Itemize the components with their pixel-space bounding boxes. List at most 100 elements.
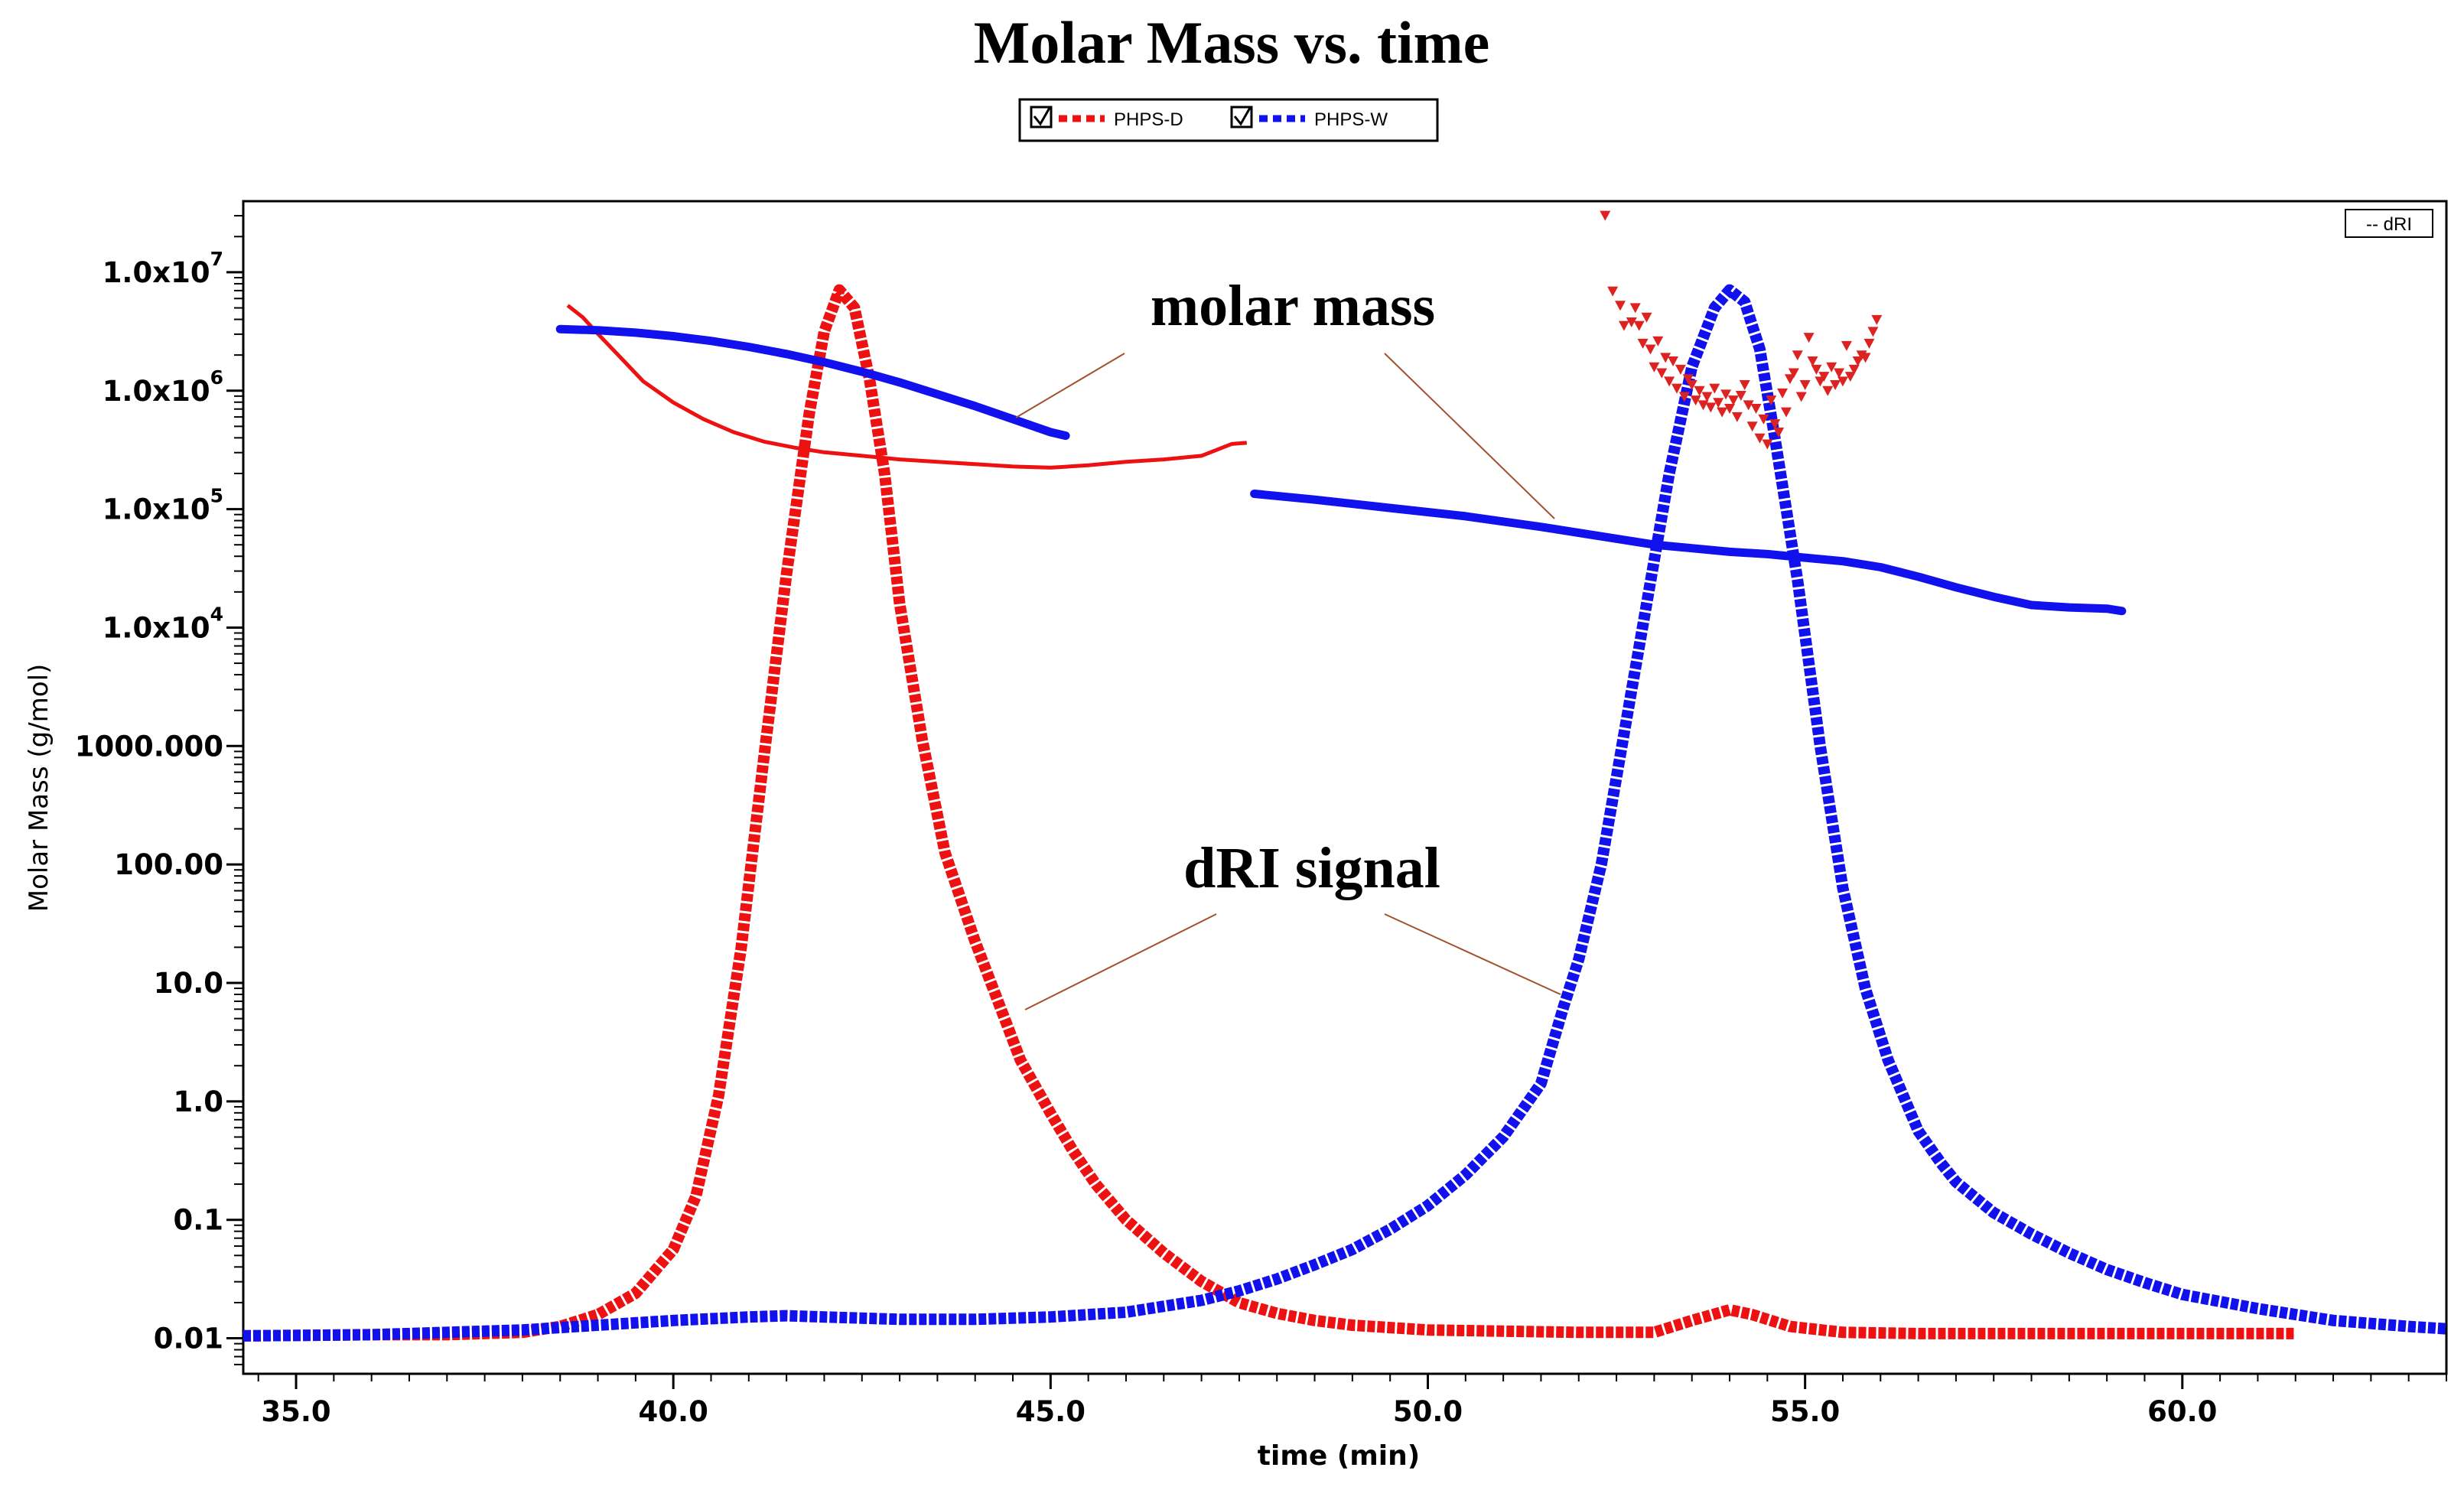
scatter-point [1766, 395, 1777, 406]
scatter-point [1784, 374, 1795, 385]
scatter-point [1675, 364, 1686, 375]
y-tick-label: 1.0x106 [103, 366, 223, 408]
leader-dri-left [1024, 913, 1217, 1010]
x-axis: 35.0 40.0 45.0 50.0 55.0 60.0 [257, 1374, 2447, 1428]
y-axis: 1.0x107 1.0x106 1.0x105 1.0x104 1000.000 100.… [75, 215, 243, 1365]
dri-legend-box [2345, 209, 2433, 238]
scatter-point [1769, 419, 1781, 430]
y-tick-label: 1.0x105 [103, 485, 223, 526]
annotation-molar-mass: molar mass [1151, 274, 1435, 338]
checkmark-icon [1033, 107, 1051, 126]
series-layer [242, 284, 2447, 1342]
scatter-point [1686, 380, 1697, 391]
series-line [555, 324, 1070, 441]
scatter-point [1739, 380, 1750, 391]
scatter-point [1807, 356, 1818, 367]
series-line [566, 304, 1247, 470]
y-tick-label: 0.01 [154, 1323, 223, 1355]
scatter-point [1844, 372, 1856, 382]
scatter-point [1848, 364, 1860, 375]
scatter-point [1773, 427, 1785, 438]
scatter-point [1818, 372, 1830, 382]
scatter-point [1871, 314, 1883, 325]
scatter-point [1746, 421, 1758, 432]
scatter-point [1867, 327, 1879, 337]
y-tick-label: 1.0x107 [103, 248, 223, 289]
chart-title: Molar Mass vs. time [974, 9, 1489, 76]
x-tick-label: 50.0 [1393, 1395, 1463, 1428]
scatter-point [1664, 376, 1675, 387]
scatter-point [1652, 336, 1664, 347]
scatter-point [1830, 380, 1841, 391]
series-line [1250, 490, 2127, 616]
scatter-point [1811, 364, 1822, 375]
scatter-point [1720, 389, 1732, 400]
scatter-point [1754, 433, 1766, 444]
scatter-point [1837, 376, 1848, 387]
scatter-point [1618, 321, 1629, 331]
scatter-point [1762, 439, 1773, 450]
scatter-point [1637, 338, 1649, 349]
scatter-point [1682, 374, 1694, 385]
scatter-point [1799, 380, 1811, 391]
scatter-point [1705, 402, 1717, 413]
scatter-point [1633, 321, 1645, 331]
x-tick-label: 55.0 [1770, 1395, 1840, 1428]
annotation-dri-signal: dRI signal [1183, 836, 1440, 900]
scatter-point [1600, 210, 1611, 221]
scatter-point [1795, 392, 1807, 402]
scatter-point [1629, 303, 1641, 314]
series-line [242, 284, 2447, 1342]
scatter-point [1645, 344, 1656, 355]
scatter-point [1701, 392, 1713, 402]
y-tick-label: 10.0 [154, 967, 223, 1000]
scatter-point [1717, 407, 1728, 418]
scatter-point [1731, 412, 1743, 422]
series-line [242, 284, 2296, 1342]
scatter-point [1641, 312, 1652, 323]
scatter-point [1709, 383, 1720, 394]
scatter-point [1863, 338, 1875, 349]
scatter-point [1615, 301, 1626, 311]
scatter-point [1803, 333, 1815, 343]
scatter-point [1860, 353, 1871, 363]
y-tick-label: 1000.000 [75, 730, 223, 763]
scatter-point [1713, 398, 1724, 408]
scatter-point [1690, 395, 1701, 406]
leader-dri-right [1384, 913, 1561, 995]
x-tick-label: 60.0 [2147, 1395, 2217, 1428]
leader-molar-mass-left [1015, 353, 1125, 418]
y-tick-label: 1.0x104 [103, 603, 223, 644]
scatter-point [1780, 407, 1792, 418]
scatter-point [1758, 414, 1769, 425]
scatter-point [1607, 286, 1619, 297]
leader-molar-mass-right [1384, 353, 1555, 519]
scatter-point [1727, 395, 1739, 406]
scatter-point [1834, 368, 1845, 379]
legend-label-phps-d: PHPS-D [1114, 109, 1183, 130]
plot-area [242, 200, 2448, 1375]
y-tick-label: 1.0 [173, 1085, 223, 1118]
x-tick-label: 35.0 [261, 1395, 330, 1428]
x-tick-label: 45.0 [1016, 1395, 1086, 1428]
scatter-point [1671, 383, 1682, 394]
x-axis-label: time (min) [1258, 1440, 1420, 1472]
scatter-point [1678, 392, 1690, 402]
scatter-point [1822, 386, 1834, 396]
scatter-point [1660, 353, 1671, 363]
scatter-point [1777, 388, 1789, 399]
scatter-point [1841, 340, 1852, 351]
scatter-point [1724, 403, 1736, 414]
y-tick-label: 0.1 [173, 1204, 223, 1237]
scatter-layer [1600, 210, 1883, 450]
x-tick-label: 40.0 [639, 1395, 708, 1428]
scatter-point [1826, 362, 1837, 373]
scatter-point [1852, 356, 1863, 367]
scatter-point [1788, 368, 1799, 379]
scatter-point [1649, 362, 1660, 373]
scatter-point [1694, 386, 1705, 396]
legend-label-phps-w: PHPS-W [1314, 109, 1388, 130]
y-tick-label: 100.00 [114, 848, 223, 881]
series-legend: PHPS-D PHPS-W [1018, 98, 1439, 142]
